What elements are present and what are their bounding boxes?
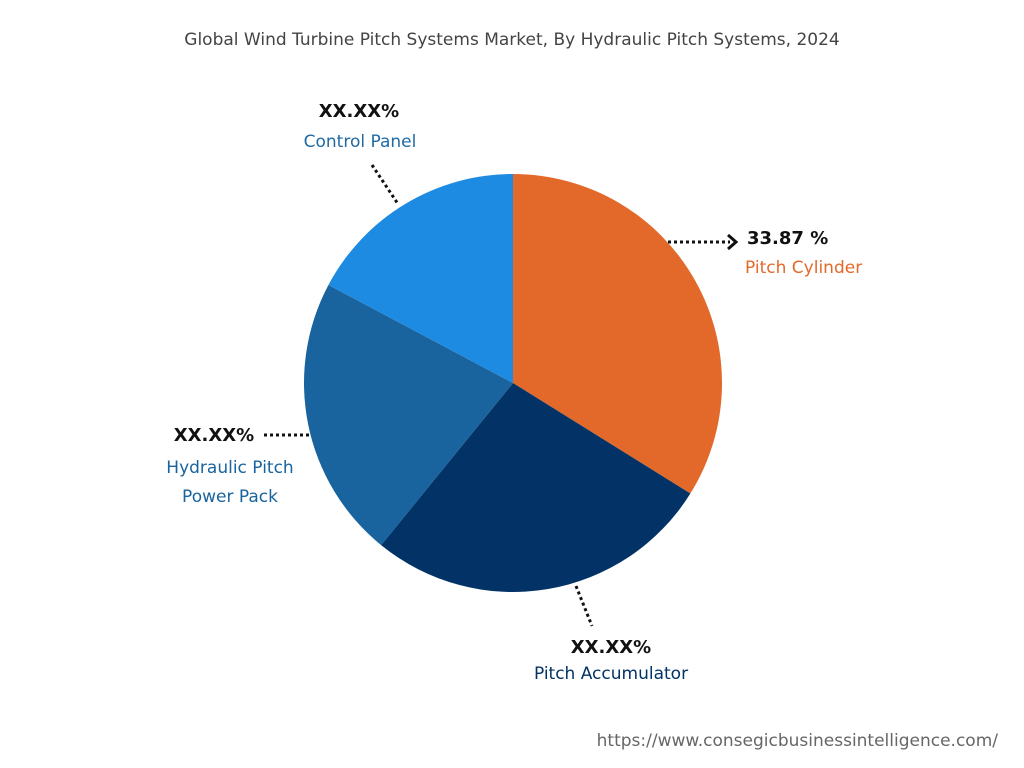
arrow-head	[727, 233, 739, 251]
category-label: Pitch Accumulator	[533, 664, 689, 684]
category-label: Hydraulic Pitch Power Pack	[166, 458, 294, 507]
value-label: XX.XX%	[318, 101, 400, 122]
pie-slice	[328, 174, 513, 383]
value-label: XX.XX%	[173, 425, 255, 446]
value-label: 33.87 %	[747, 228, 829, 249]
pie-slice	[513, 174, 722, 494]
value-label: XX.XX%	[570, 637, 652, 658]
leader-line	[574, 585, 594, 627]
pie-slice	[303, 284, 513, 546]
pie-slice	[381, 383, 691, 592]
leader-line	[370, 164, 400, 205]
chart-title: Global Wind Turbine Pitch Systems Market…	[184, 30, 840, 50]
source: https://www.consegicbusinessintelligence…	[596, 731, 998, 751]
category-label: Control Panel	[303, 132, 417, 152]
category-label: Pitch Cylinder	[745, 258, 863, 278]
